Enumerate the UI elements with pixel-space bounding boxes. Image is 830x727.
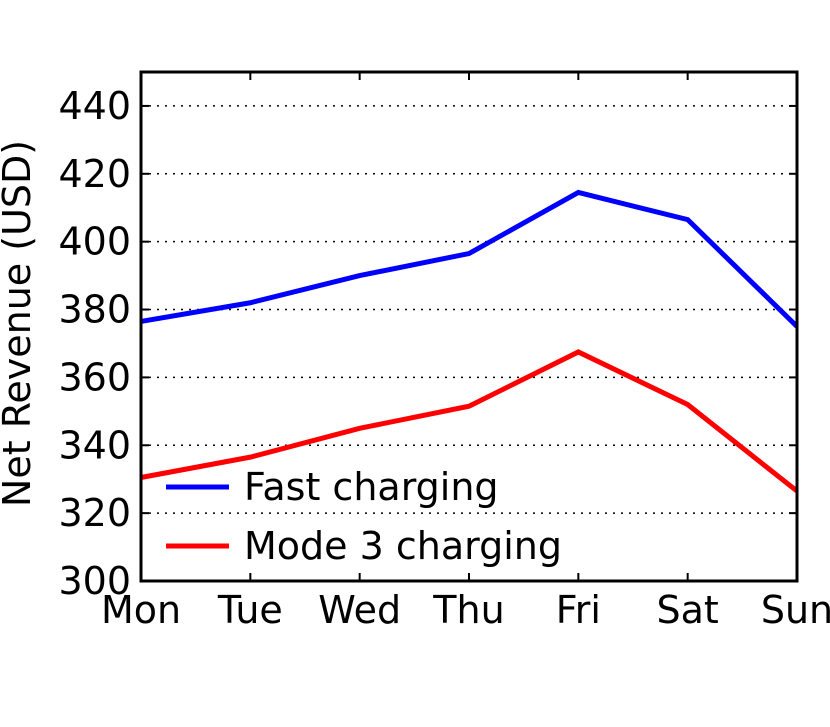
series-line-mode-3-charging	[140, 349, 799, 494]
y-tick-label: 360	[58, 355, 131, 399]
x-tick-label: Sun	[761, 588, 830, 632]
y-tick-label: 400	[58, 220, 131, 264]
y-tick-label: 320	[58, 491, 131, 535]
legend: Fast charging Mode 3 charging	[166, 465, 562, 568]
y-tick-label: 440	[58, 84, 131, 128]
series-group	[140, 189, 799, 494]
x-tick-label: Thu	[432, 588, 504, 632]
y-tick-label: 380	[58, 288, 131, 332]
x-tick-label: Sat	[657, 588, 719, 632]
grid	[141, 105, 797, 514]
x-tick-label: Mon	[101, 588, 181, 632]
y-axis-label: Net Revenue (USD)	[0, 140, 39, 507]
y-tick-label: 340	[58, 423, 131, 467]
legend-label: Fast charging	[244, 465, 499, 509]
x-tick-label: Wed	[318, 588, 401, 632]
ticks: 300 320 340 360 380 400 420 440 Mon Tue Wed Thu Fri S…	[58, 72, 830, 632]
x-tick-label: Tue	[217, 588, 283, 632]
legend-label: Mode 3 charging	[244, 524, 562, 568]
y-tick-label: 420	[58, 152, 131, 196]
y-tick-label: 300	[58, 559, 131, 603]
x-tick-label: Fri	[556, 588, 601, 632]
series-line-fast-charging	[140, 189, 799, 329]
